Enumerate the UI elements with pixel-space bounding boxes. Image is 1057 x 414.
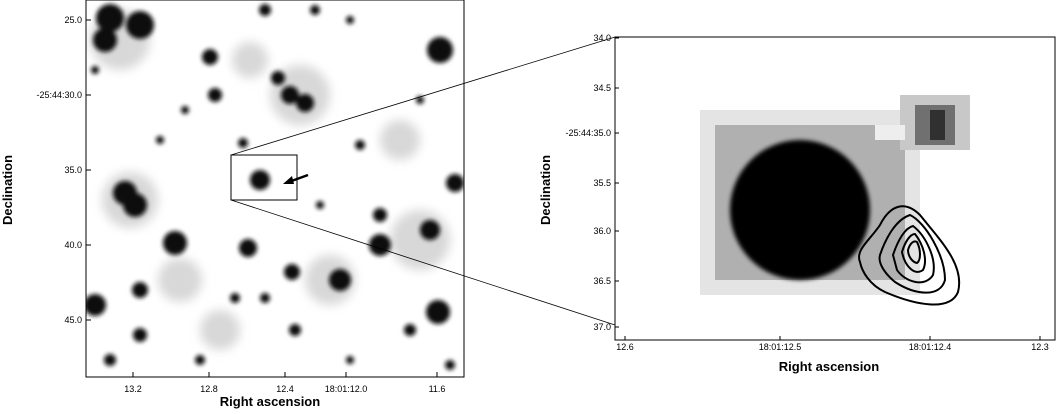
x-axis-label: Right ascension [779,359,879,374]
y-tick-label: -25:44:30.0 [36,90,82,100]
y-tick-label: 36.0 [593,226,611,236]
y-tick-label: 34.5 [593,83,611,93]
y-axis-label: Declination [538,155,553,225]
y-tick-label: 35.0 [64,165,82,175]
y-tick-label: 36.5 [593,276,611,286]
sky-image [86,0,464,377]
y-tick-label: 45.0 [64,315,82,325]
tick-group: 13.2 12.8 12.4 18:01:12.0 11.6 25.0 -25:44:30.… [36,15,1048,394]
x-tick-label: 11.6 [429,384,446,394]
y-tick-label: 34.0 [593,33,611,43]
y-tick-label: 40.0 [64,240,82,250]
x-tick-label: 12.8 [200,384,218,394]
zoom-image [615,37,1055,340]
x-tick-label: 12.6 [616,342,634,352]
y-tick-label: 37.0 [593,322,611,332]
left-frame [85,0,465,378]
x-tick-label: 18:01:12.5 [759,342,802,352]
x-tick-label: 13.2 [124,384,142,394]
zoom-box [230,154,298,201]
y-tick-label: -25:44:35.0 [565,128,611,138]
x-tick-label: 18:01:12.0 [325,384,368,394]
bright-source [730,140,870,280]
zoom-line [230,36,616,156]
arrow-head [283,176,294,184]
x-axis-label: Right ascension [220,394,320,409]
y-axis-label: Declination [0,155,15,225]
x-tick-label: 12.4 [276,384,294,394]
right-frame [614,36,1056,341]
x-tick-label: 18:01:12.4 [909,342,952,352]
x-tick-label: 12.3 [1031,342,1049,352]
y-tick-label: 25.0 [64,15,82,25]
contours [858,205,961,306]
y-tick-label: 35.5 [593,178,611,188]
zoom-line [230,199,616,326]
